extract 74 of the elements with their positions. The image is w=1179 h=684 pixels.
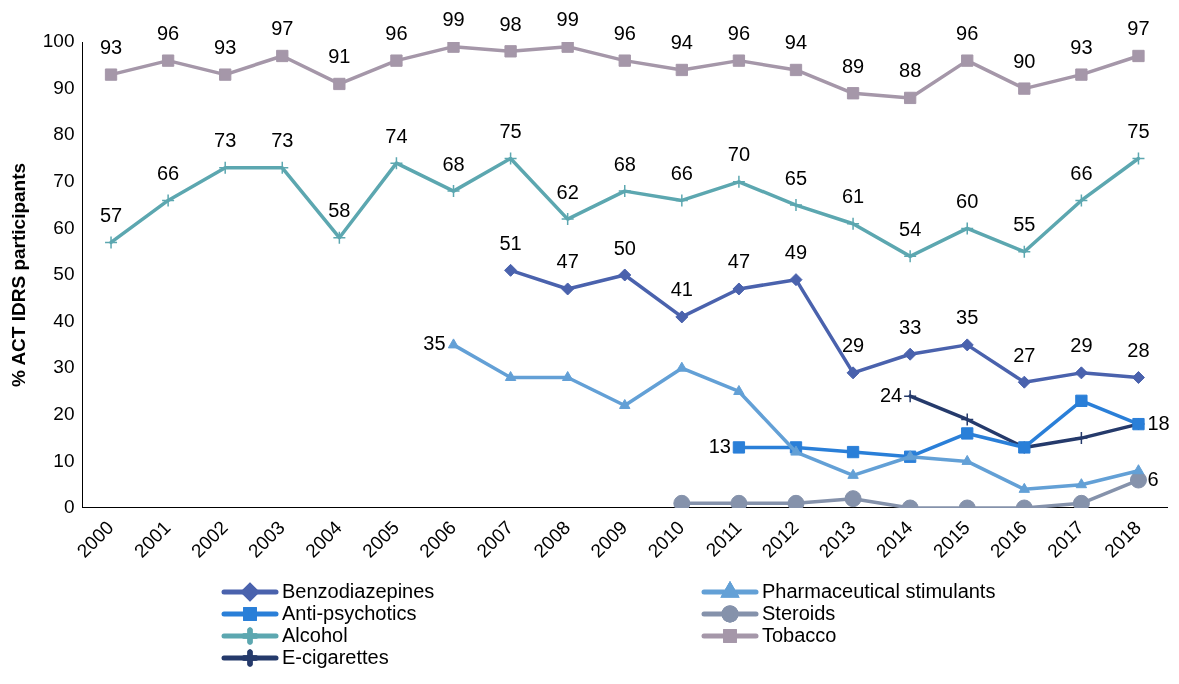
legend-label: Pharmaceutical stimulants xyxy=(762,579,996,602)
data-label: 50 xyxy=(613,236,636,259)
data-label: 74 xyxy=(385,124,408,147)
legend-label: Benzodiazepines xyxy=(282,579,435,602)
data-label: 29 xyxy=(1070,334,1093,357)
data-label: 6 xyxy=(1147,467,1159,490)
y-tick-label: 0 xyxy=(63,496,75,518)
legend-label: Tobacco xyxy=(762,623,837,646)
data-label: 57 xyxy=(99,203,123,226)
y-tick-label: 100 xyxy=(42,30,75,52)
data-label: 96 xyxy=(727,22,751,45)
legend-label: Steroids xyxy=(762,601,836,624)
data-label: 24 xyxy=(879,383,903,406)
data-label: 66 xyxy=(1070,161,1093,184)
data-label: 96 xyxy=(156,22,180,45)
data-label: 55 xyxy=(1013,213,1036,236)
y-axis-title: % ACT IDRS participants xyxy=(7,162,29,388)
data-label: 94 xyxy=(670,31,693,54)
y-tick-label: 30 xyxy=(53,356,75,378)
data-label: 97 xyxy=(1127,17,1150,40)
y-tick-label: 90 xyxy=(53,76,75,98)
data-label: 29 xyxy=(841,334,865,357)
data-label: 70 xyxy=(727,143,751,166)
data-label: 73 xyxy=(271,129,294,152)
data-label: 97 xyxy=(271,17,294,40)
data-label: 99 xyxy=(442,8,465,31)
data-label: 68 xyxy=(442,152,465,175)
data-label: 66 xyxy=(670,161,693,184)
legend-label: Alcohol xyxy=(282,623,348,646)
data-label: 51 xyxy=(499,231,522,254)
data-label: 91 xyxy=(328,45,351,68)
data-label: 93 xyxy=(214,36,237,59)
data-label: 47 xyxy=(556,250,579,273)
data-label: 93 xyxy=(1070,36,1093,59)
y-tick-label: 40 xyxy=(53,309,75,331)
data-label: 18 xyxy=(1147,411,1170,434)
data-label: 90 xyxy=(1013,50,1036,73)
data-label: 65 xyxy=(784,166,808,189)
data-label: 27 xyxy=(1013,343,1036,366)
data-label: 98 xyxy=(499,12,522,35)
data-label: 94 xyxy=(784,31,808,54)
data-label: 88 xyxy=(899,59,922,82)
y-tick-label: 70 xyxy=(53,170,75,192)
data-label: 75 xyxy=(499,120,522,143)
data-label: 49 xyxy=(784,241,808,264)
legend-label: E-cigarettes xyxy=(282,645,389,668)
data-label: 68 xyxy=(613,152,636,175)
data-label: 96 xyxy=(956,22,979,45)
y-tick-label: 10 xyxy=(53,449,75,471)
data-label: 41 xyxy=(670,278,693,301)
data-label: 35 xyxy=(423,332,446,355)
y-tick-label: 80 xyxy=(53,123,75,145)
y-tick-label: 60 xyxy=(53,216,75,238)
data-label: 93 xyxy=(99,36,123,59)
y-tick-label: 50 xyxy=(53,263,75,285)
data-label: 73 xyxy=(214,129,237,152)
data-label: 28 xyxy=(1127,339,1150,362)
data-label: 35 xyxy=(956,306,979,329)
data-label: 47 xyxy=(727,250,751,273)
data-label: 58 xyxy=(328,199,351,222)
data-label: 61 xyxy=(841,185,865,208)
data-label: 66 xyxy=(156,161,180,184)
data-label: 60 xyxy=(956,189,979,212)
data-label: 96 xyxy=(613,22,636,45)
data-label: 54 xyxy=(899,217,922,240)
y-tick-label: 20 xyxy=(53,403,75,425)
data-label: 33 xyxy=(899,315,922,338)
data-label: 99 xyxy=(556,8,579,31)
data-label: 75 xyxy=(1127,120,1150,143)
data-label: 62 xyxy=(556,180,579,203)
data-label: 89 xyxy=(841,54,865,77)
legend-label: Anti-psychotics xyxy=(282,601,417,624)
data-label: 13 xyxy=(708,434,731,457)
data-label: 96 xyxy=(385,22,408,45)
